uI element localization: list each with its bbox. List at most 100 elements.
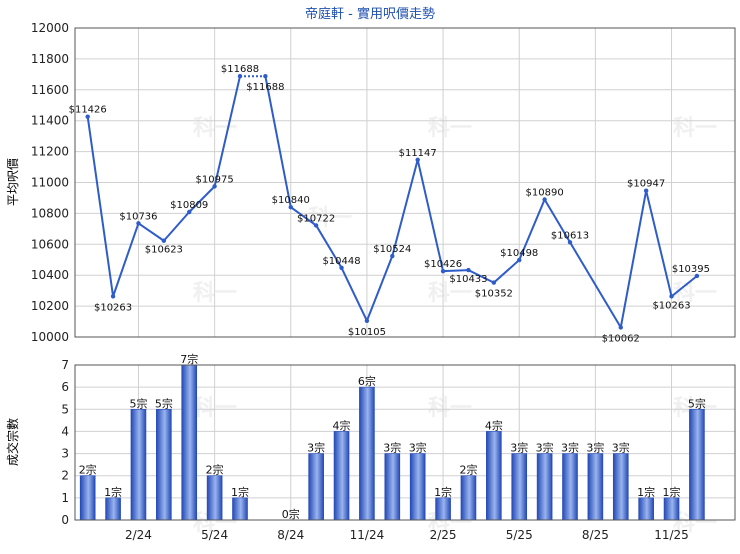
bar <box>181 364 198 521</box>
bottom-y-tick-label: 2 <box>61 469 69 483</box>
bar-label: 1宗 <box>434 485 452 499</box>
top-y-tick-label: 10400 <box>31 268 69 282</box>
top-y-tick-label: 11400 <box>31 114 69 128</box>
x-tick-label: 8/25 <box>582 528 609 542</box>
top-y-tick-label: 11000 <box>31 176 69 190</box>
top-y-tick-label: 10600 <box>31 237 69 251</box>
point-label: $11688 <box>246 82 284 93</box>
line-segment <box>391 159 419 257</box>
line-point <box>618 325 623 330</box>
bottom-y-tick-label: 5 <box>61 402 69 416</box>
line-segment <box>290 206 317 227</box>
bar-label: 3宗 <box>510 441 528 455</box>
line-point <box>542 197 547 202</box>
line-point <box>440 268 446 274</box>
bottom-plot-frame <box>74 364 736 521</box>
bar-label: 2宗 <box>206 463 224 477</box>
bar-label: 3宗 <box>383 441 401 455</box>
point-label: $10975 <box>196 174 234 185</box>
line-point <box>212 184 217 189</box>
line-point <box>110 294 116 299</box>
top-y-tick-label: 12000 <box>31 21 69 35</box>
bar <box>130 408 147 521</box>
line-point <box>567 240 573 245</box>
point-label: $10947 <box>627 179 665 190</box>
point-label: $10890 <box>526 187 564 198</box>
point-labels: $11426 $10263 $10736 $10623 $10809 $10975 $116… <box>69 64 710 344</box>
bar-label: 3宗 <box>409 441 427 455</box>
x-tick-label: 11/24 <box>350 528 385 542</box>
line-segment <box>518 199 546 261</box>
top-y-tick-label: 10200 <box>31 299 69 313</box>
line-segment <box>416 159 445 272</box>
line-point <box>466 267 471 273</box>
bar-label: 4宗 <box>485 418 503 432</box>
bar <box>308 453 324 521</box>
bar-label: 7宗 <box>180 352 198 366</box>
bar-label: 1宗 <box>637 485 655 499</box>
bar <box>612 453 629 521</box>
top-y-ticks: 10000 10200 10400 10600 10800 11000 11200 11400… <box>31 21 69 344</box>
bar-label: 3宗 <box>307 441 325 455</box>
bar <box>486 431 502 521</box>
bar <box>79 475 96 521</box>
bar-label: 1宗 <box>663 485 681 499</box>
plot-frames <box>74 27 736 521</box>
point-label: $11688 <box>221 64 259 75</box>
line-segment <box>137 222 165 242</box>
line-segment <box>315 224 343 269</box>
line-point <box>669 294 674 299</box>
line-segment <box>213 75 241 187</box>
bar-label: 5宗 <box>688 396 706 410</box>
line-segment <box>86 116 115 297</box>
line-segment <box>112 222 140 297</box>
bottom-y-ticks: 0 1 2 3 4 5 6 7 <box>61 358 69 527</box>
bottom-y-tick-label: 6 <box>61 380 69 394</box>
top-y-tick-label: 11800 <box>31 52 69 66</box>
x-tick-label: 11/25 <box>654 528 689 542</box>
bar <box>409 453 426 521</box>
line-point <box>313 223 319 228</box>
bar <box>232 497 248 521</box>
bar <box>359 386 375 521</box>
line-segment <box>264 76 292 208</box>
bar <box>384 453 401 521</box>
point-label: $10263 <box>94 302 132 313</box>
top-y-tick-label: 10000 <box>31 330 69 344</box>
point-label: $10524 <box>373 244 411 255</box>
top-y-tick-label: 10800 <box>31 206 69 220</box>
bottom-y-tick-label: 4 <box>61 424 69 438</box>
point-label: $10426 <box>424 259 462 270</box>
point-label: $10395 <box>672 264 710 275</box>
line-segment <box>468 269 495 284</box>
bar <box>460 475 477 521</box>
bar <box>587 453 604 521</box>
line-segment <box>340 267 368 322</box>
watermark-text: 科一 <box>428 281 472 306</box>
bottom-y-axis-label: 成交宗數 <box>5 418 20 466</box>
bar <box>333 431 350 521</box>
line-segment <box>569 241 622 328</box>
line-point <box>415 157 420 162</box>
bar <box>435 497 451 521</box>
line-segment <box>188 185 216 213</box>
point-label: $10623 <box>145 245 183 256</box>
point-label: $10352 <box>475 289 513 300</box>
x-tick-label: 2/24 <box>125 528 152 542</box>
bottom-y-tick-label: 0 <box>61 513 69 527</box>
bar-label: 5宗 <box>129 396 147 410</box>
line-segment <box>493 259 520 284</box>
top-plot-frame <box>74 27 736 338</box>
chart-title: 帝庭軒 - 實用呎價走勢 <box>305 6 435 22</box>
point-label: $10840 <box>272 195 310 206</box>
bar-label: 6宗 <box>358 374 376 388</box>
point-label: $10809 <box>170 200 208 211</box>
line-point <box>288 205 293 210</box>
watermark-text: 科一 <box>428 116 472 141</box>
bars <box>79 364 705 521</box>
top-y-tick-label: 11600 <box>31 83 69 97</box>
x-tick-label: 8/24 <box>277 528 304 542</box>
line-point <box>161 238 167 243</box>
